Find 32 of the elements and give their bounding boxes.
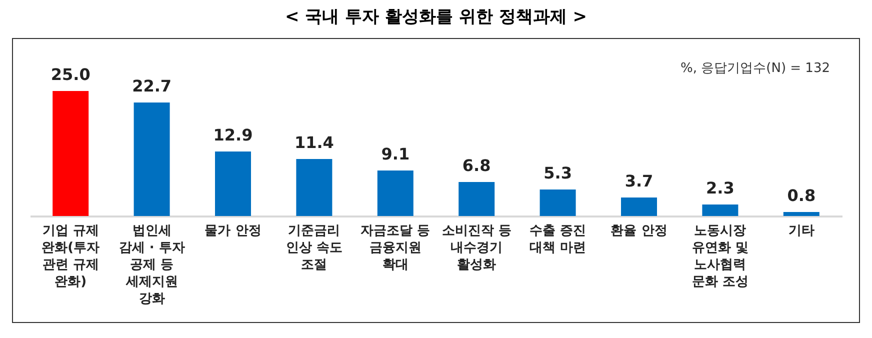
x-tick-label: 기업 규제 완화(투자 관련 규제 완화) — [42, 224, 100, 290]
bar — [783, 212, 820, 216]
x-tick-label: 소비진작 등 내수경기 활성화 — [442, 224, 512, 272]
bar — [52, 91, 89, 216]
data-label: 2.3 — [706, 178, 734, 198]
data-label: 6.8 — [462, 156, 491, 175]
data-label: 22.7 — [132, 76, 172, 96]
x-tick-label: 기타 — [788, 224, 814, 238]
data-label: 25.0 — [50, 65, 90, 84]
data-label: 5.3 — [544, 164, 572, 182]
bar — [458, 182, 495, 216]
bar — [702, 204, 738, 216]
bar — [215, 152, 251, 216]
x-tick-label: 노동시장 유연화 및 노사협력 문화 조성 — [692, 224, 748, 290]
x-tick-label: 물가 안정 — [204, 224, 262, 238]
x-tick-label: 수출 증진 대책 마련 — [530, 224, 586, 256]
text: %, 응답기업수(N) = 132 — [680, 61, 830, 76]
data-label: 11.4 — [294, 133, 334, 152]
x-tick-label: 법인세 감세 · 투자 공제 등 세제지원 강화 — [118, 224, 185, 306]
bar — [540, 190, 576, 216]
bar — [134, 102, 170, 216]
data-label: 9.1 — [381, 144, 410, 164]
data-label: 3.7 — [624, 172, 654, 190]
chart-title: < 국내 투자 활성화를 위한 정책과제 > — [285, 7, 587, 27]
data-label: 12.9 — [213, 126, 253, 144]
bar — [377, 170, 414, 216]
x-tick-label: 자금조달 등 금융지원 확대 — [360, 224, 430, 272]
data-label: 0.8 — [787, 186, 816, 205]
bar — [296, 159, 332, 216]
x-tick-label: 기준금리 인상 속도 조절 — [286, 224, 342, 272]
x-tick-label: 환율 안정 — [610, 224, 668, 238]
bar — [621, 198, 657, 216]
